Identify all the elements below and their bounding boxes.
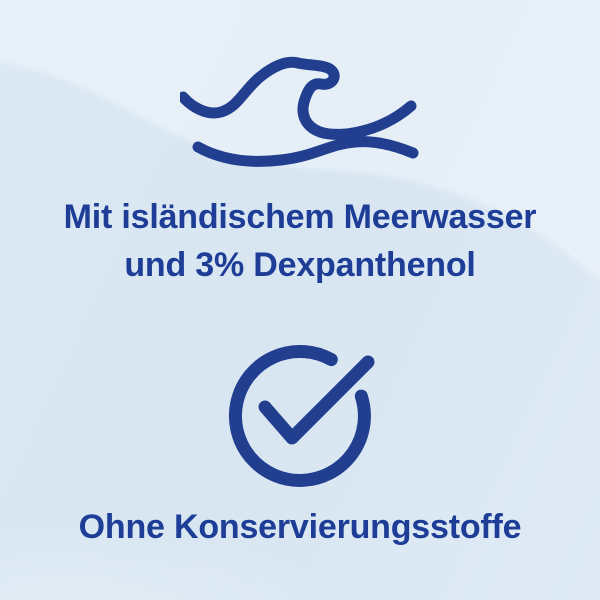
headline-line2: und 3% Dexpanthenol bbox=[124, 246, 476, 284]
wave-crest-stroke bbox=[180, 56, 417, 140]
background-swoosh-shape bbox=[0, 0, 600, 281]
wave-underline-stroke bbox=[192, 136, 419, 167]
headline-line1: Mit isländischem Meerwasser bbox=[63, 198, 537, 236]
check-mark-stroke bbox=[258, 355, 375, 445]
wave-icon bbox=[180, 50, 420, 170]
headline: Mit isländischem Meerwasser und 3% Dexpa… bbox=[0, 193, 600, 289]
check-circle-icon bbox=[200, 331, 400, 501]
check-circle-arc bbox=[228, 344, 371, 487]
footline: Ohne Konservierungsstoffe bbox=[78, 508, 522, 546]
